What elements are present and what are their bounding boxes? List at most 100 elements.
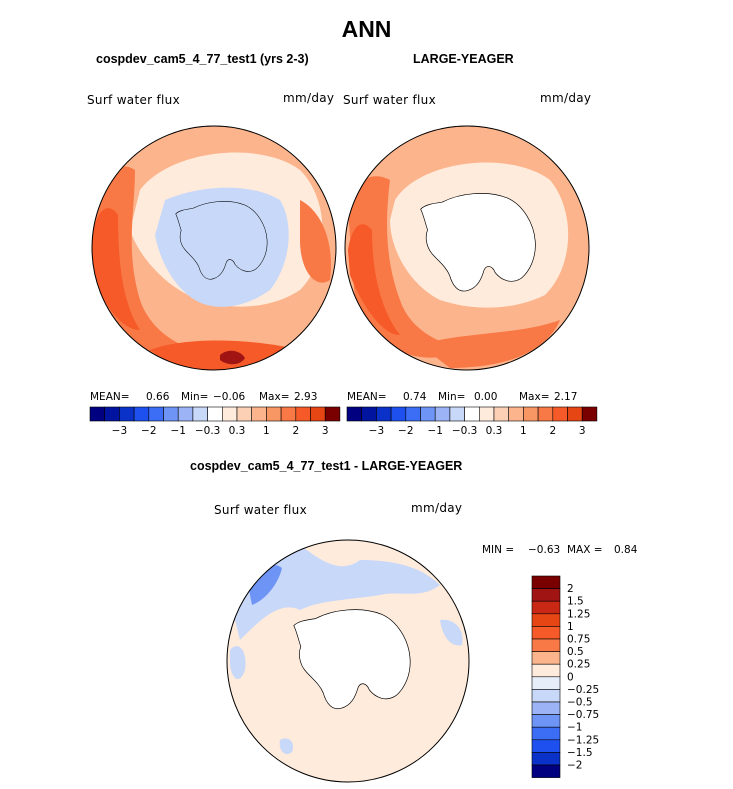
right-mean-label: MEAN= — [347, 391, 387, 403]
colorbar-box — [531, 714, 561, 728]
colorbar-tick-label: 1 — [567, 621, 574, 633]
right-units-label: mm/day — [540, 91, 592, 105]
colorbar-box — [531, 764, 561, 778]
diff-units-label: mm/day — [411, 501, 463, 515]
colorbar-box — [361, 406, 377, 422]
colorbar-tick-label: −2 — [398, 425, 413, 437]
colorbar-box — [531, 613, 561, 627]
left-map-border — [91, 125, 337, 371]
colorbar-tick-label: −1 — [427, 425, 442, 437]
colorbar-tick-label: 0.3 — [486, 425, 503, 437]
colorbar-tick-label: 0 — [567, 671, 574, 683]
left-max-label: Max= — [259, 391, 290, 403]
colorbar-tick-label: −0.5 — [567, 697, 593, 709]
colorbar-box — [531, 689, 561, 703]
colorbar-box — [449, 406, 465, 422]
diff-map — [226, 539, 470, 783]
colorbar-box — [531, 626, 561, 640]
colorbar-box — [119, 406, 135, 422]
diff-variable-label: Surf water flux — [214, 503, 307, 517]
colorbar-box — [478, 406, 495, 422]
left-map — [91, 125, 337, 371]
colorbar-box — [376, 406, 392, 422]
colorbar-box — [581, 406, 598, 422]
colorbar-box — [531, 651, 561, 665]
left-mean-label: MEAN= — [90, 391, 130, 403]
colorbar-tick-label: −1.5 — [567, 747, 593, 759]
colorbar-tick-label: 1 — [520, 425, 527, 437]
colorbar-tick-label: −0.3 — [195, 425, 221, 437]
diff-map-border — [226, 539, 470, 783]
colorbar-box — [163, 406, 179, 422]
left-region-west-strong — [92, 208, 140, 330]
colorbar-tick-label: 0.5 — [567, 646, 584, 658]
colorbar-tick-label: 0.25 — [567, 659, 590, 671]
diff-max-label: MAX = — [567, 544, 603, 556]
colorbar-box — [531, 638, 561, 652]
left-min-value: −0.06 — [213, 391, 246, 403]
colorbar-tick-label: −1 — [170, 425, 185, 437]
colorbar-box — [434, 406, 451, 422]
right-colorbar: −3 −2 −1 −0.3 0.3 1 2 3 — [346, 406, 598, 437]
colorbar-box — [89, 406, 105, 422]
diff-max-value: 0.84 — [614, 544, 638, 556]
colorbar-tick-label: −1.25 — [567, 734, 599, 746]
colorbar-box — [251, 406, 267, 422]
colorbar-box — [310, 406, 326, 422]
colorbar-box — [346, 406, 362, 422]
right-max-label: Max= — [519, 391, 550, 403]
left-mean-value: 0.66 — [146, 391, 170, 403]
colorbar-box — [405, 406, 421, 422]
colorbar-box — [531, 600, 561, 615]
colorbar-box — [192, 406, 208, 422]
right-max-value: 2.17 — [554, 391, 578, 403]
right-variable-label: Surf water flux — [343, 93, 436, 107]
colorbar-box — [531, 726, 561, 741]
colorbar-box — [148, 406, 164, 422]
colorbar-box — [222, 406, 238, 422]
colorbar-box — [324, 406, 341, 422]
colorbar-tick-label: −0.75 — [567, 709, 599, 721]
diff-colorbar: 21.51.2510.750.50.250−0.25−0.5−0.75−1−1.… — [531, 575, 599, 778]
left-region-east — [300, 200, 331, 283]
diff-region-neg-north — [230, 545, 440, 640]
colorbar-tick-label: 2 — [292, 425, 299, 437]
left-units-label: mm/day — [283, 91, 335, 105]
left-colorbar: −3 −2 −1 −0.3 0.3 1 2 3 — [89, 406, 341, 437]
right-min-value: 0.00 — [474, 391, 498, 403]
colorbar-tick-label: −0.3 — [452, 425, 478, 437]
colorbar-tick-label: 1 — [263, 425, 270, 437]
right-mean-value: 0.74 — [403, 391, 427, 403]
colorbar-box — [493, 406, 509, 422]
colorbar-box — [531, 676, 561, 690]
right-map-border — [344, 125, 590, 371]
right-panel-title: LARGE-YEAGER — [413, 52, 514, 66]
left-max-value: 2.93 — [294, 391, 318, 403]
colorbar-tick-label: 0.75 — [567, 634, 590, 646]
colorbar-tick-label: 2 — [567, 583, 574, 595]
left-panel-title: cospdev_cam5_4_77_test1 (yrs 2-3) — [96, 52, 309, 66]
colorbar-box — [531, 663, 561, 678]
colorbar-tick-label: −0.25 — [567, 684, 599, 696]
diff-region-neg-east — [440, 619, 463, 646]
colorbar-box — [552, 406, 568, 422]
colorbar-box — [537, 406, 554, 422]
right-min-label: Min= — [438, 391, 466, 403]
colorbar-box — [567, 406, 583, 422]
colorbar-tick-label: 2 — [549, 425, 556, 437]
diff-min-label: MIN = — [482, 544, 515, 556]
colorbar-tick-label: 1.25 — [567, 608, 590, 620]
right-map — [344, 125, 590, 371]
diff-min-value: −0.63 — [528, 544, 561, 556]
right-region-west-strong — [348, 224, 400, 335]
colorbar-box — [133, 406, 150, 422]
colorbar-box — [464, 406, 480, 422]
colorbar-tick-label: 0.3 — [229, 425, 246, 437]
colorbar-box — [531, 739, 561, 753]
colorbar-tick-label: −3 — [369, 425, 384, 437]
colorbar-tick-label: −2 — [567, 760, 582, 772]
colorbar-box — [531, 588, 561, 602]
colorbar-tick-label: 3 — [579, 425, 586, 437]
diff-panel-title: cospdev_cam5_4_77_test1 - LARGE-YEAGER — [190, 459, 463, 473]
